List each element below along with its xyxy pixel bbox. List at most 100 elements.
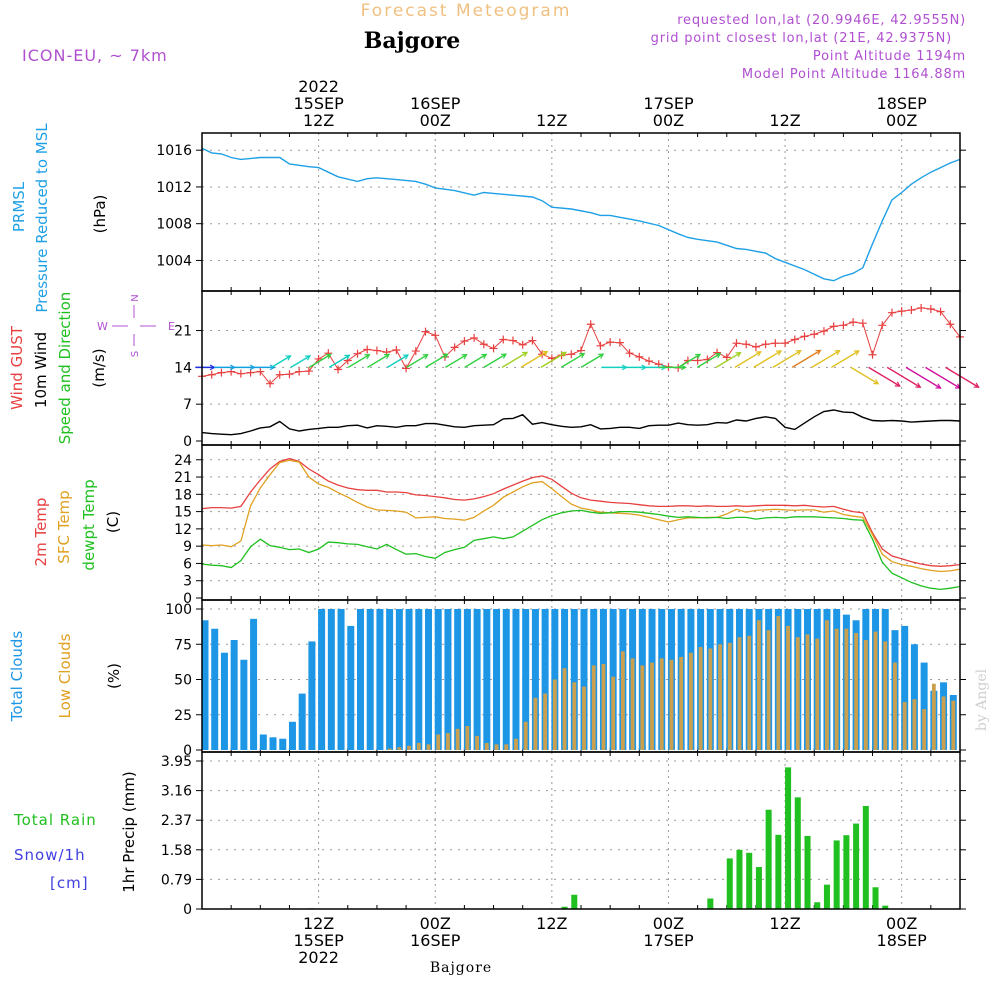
wind-direction-label: Speed and Direction	[56, 292, 74, 445]
bottom-time-label: 2022	[298, 948, 339, 967]
rain-bar	[775, 834, 782, 909]
clouds-unit: (%)	[105, 663, 123, 689]
low-cloud-bar	[543, 693, 548, 750]
ytick-label: 21	[174, 324, 192, 340]
wind-arrow	[347, 354, 370, 368]
gust-point	[917, 303, 926, 312]
gust-label: Wind GUST	[8, 325, 26, 410]
footer-location: Bajgore	[430, 960, 492, 976]
total-cloud-bar	[298, 693, 306, 750]
low-cloud-bar	[514, 738, 518, 750]
wind-arrow	[560, 352, 585, 368]
gust-point	[567, 350, 576, 359]
top-time-label: 00Z	[653, 111, 684, 130]
low-cloud-bar	[825, 620, 829, 750]
gust-point	[217, 368, 226, 377]
rain-bar	[843, 835, 850, 909]
low-cloud-bar	[698, 647, 703, 750]
ytick-label: 0	[183, 434, 192, 450]
wind-arrow	[483, 353, 507, 368]
gust-point	[936, 307, 945, 316]
bottom-time-label: 12Z	[536, 914, 567, 933]
location-title: Bajgore	[364, 28, 460, 54]
gust-point	[790, 335, 799, 344]
ytick-label: 75	[174, 637, 192, 653]
ytick-label: 25	[174, 708, 192, 724]
total-cloud-bar	[541, 609, 549, 750]
ytick-label: 2.37	[161, 813, 192, 829]
total-cloud-bar	[910, 644, 918, 750]
low-cloud-bar	[446, 733, 450, 750]
ytick-label: 21	[174, 470, 192, 486]
gust-point	[868, 350, 877, 359]
ytick-label: 1.58	[161, 843, 192, 859]
rain-bar	[872, 887, 879, 909]
rain-bar	[561, 906, 568, 909]
rain-bar	[571, 894, 578, 909]
gust-point	[518, 340, 527, 349]
total-cloud-bar	[250, 618, 258, 750]
wind-arrow-head	[521, 351, 529, 358]
wind-arrow	[772, 350, 802, 368]
wind-arrow-head	[680, 364, 687, 371]
gust-point	[596, 341, 605, 350]
wind-arrow-head	[402, 354, 410, 360]
bottom-time-label: 12Z	[769, 914, 800, 933]
low-cloud-bar	[912, 699, 917, 750]
low-cloud-bar	[941, 696, 946, 750]
top-time-label: 18SEP	[877, 94, 928, 113]
ytick-label: 1012	[156, 180, 192, 196]
gust-point	[742, 340, 751, 349]
gust-point	[499, 335, 508, 344]
dewpt-label: dewpt Temp	[80, 479, 98, 570]
low-cloud-bar	[883, 641, 888, 750]
total-cloud-bar	[356, 609, 364, 750]
gust-point	[849, 318, 858, 327]
wind-arrow	[868, 366, 901, 387]
low-cloud-bar	[591, 665, 596, 750]
gust-point	[800, 332, 809, 341]
top-time-label: 12Z	[769, 111, 800, 130]
wind-arrow-head	[598, 353, 605, 359]
compass-e: E	[168, 320, 175, 333]
precip-unit: 1hr Precip (mm)	[120, 771, 138, 892]
rain-bar	[746, 852, 753, 909]
wind-arrow	[406, 354, 429, 368]
gust-point	[304, 367, 313, 376]
wind-arrow-head	[894, 381, 901, 387]
wind-arrow-head	[755, 351, 762, 357]
rain-bar	[755, 867, 762, 909]
ytick-label: 3.16	[161, 784, 192, 800]
wind-arrow	[290, 355, 311, 368]
total-cloud-bar	[347, 625, 355, 750]
panel-pressure: 1004 1008 1012 1016	[156, 133, 966, 291]
wind-arrow	[850, 366, 879, 385]
ytick-label: 0	[183, 902, 192, 918]
low-cloud-bar	[776, 616, 781, 750]
ytick-label: 1016	[156, 143, 192, 159]
total-cloud-bar	[327, 609, 335, 750]
wind-arrow	[734, 351, 762, 368]
total-cloud-bar	[425, 609, 433, 750]
wind-arrow-head	[422, 354, 429, 360]
panel-border	[201, 444, 961, 601]
low-cloud-bar	[484, 742, 489, 750]
pressure-series-line	[201, 147, 961, 282]
low-cloud-bar	[650, 662, 654, 750]
low-cloud-bar	[601, 663, 606, 750]
wind-arrow	[367, 353, 390, 368]
wind-arrow	[445, 354, 467, 368]
temp-unit: (C)	[104, 511, 122, 533]
low-cloud-bar	[844, 628, 849, 750]
wind-unit: (m/s)	[90, 348, 108, 387]
rain-bar	[853, 823, 860, 909]
low-cloud-bar	[552, 679, 557, 750]
top-time-label: 00Z	[886, 111, 917, 130]
ytick-label: 7	[183, 397, 192, 413]
wind-arrow	[886, 366, 921, 388]
low-cloud-bar	[951, 700, 956, 750]
wind-arrow-head	[325, 353, 332, 360]
wind-arrow	[580, 353, 604, 368]
